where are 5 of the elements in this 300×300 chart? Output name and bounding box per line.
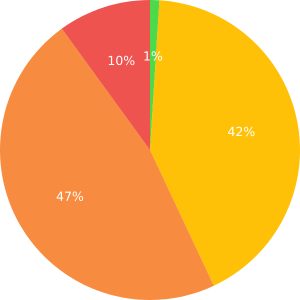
data-label: 42% [228, 126, 255, 136]
data-label: 10% [108, 56, 134, 66]
data-label: 47% [56, 192, 84, 201]
pie-slice [0, 28, 214, 300]
data-label: 1% [144, 51, 162, 61]
